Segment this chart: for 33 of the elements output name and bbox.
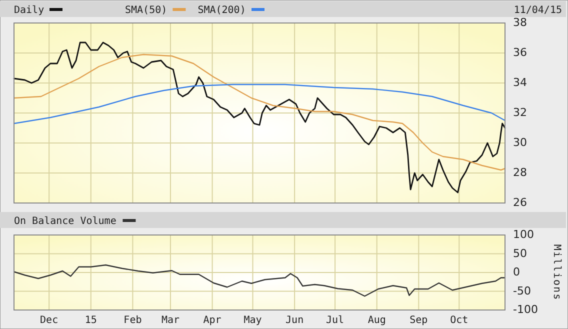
x-tick-label: Sep	[410, 315, 428, 326]
line-series	[13, 264, 506, 297]
x-tick-label: Apr	[203, 315, 222, 326]
y-tick-label: -50	[513, 284, 531, 298]
y-tick-label: 36	[513, 46, 527, 60]
x-tick-label: Aug	[368, 315, 386, 326]
y-tick-label: 50	[513, 246, 527, 260]
line-series	[13, 54, 506, 171]
y-tick-label: 26	[513, 196, 527, 210]
y-tick-label: 38	[513, 16, 527, 30]
y-tick-label: 100	[513, 228, 534, 242]
text: 11/04/15	[514, 5, 562, 16]
x-tick-label: Feb	[124, 315, 142, 326]
line-series	[13, 42, 506, 194]
x-tick-label: 15	[84, 315, 97, 326]
x-tick-label: Oct	[450, 315, 468, 326]
x-tick-label: Jun	[286, 315, 304, 326]
y-tick-label: 28	[513, 166, 527, 180]
legend-label: SMA(200)	[198, 5, 246, 16]
y-tick-label: 30	[513, 136, 527, 150]
x-tick-label: Mar	[161, 315, 180, 326]
y-tick-label: -100	[513, 303, 538, 316]
x-tick-label: May	[244, 315, 262, 326]
x-tick-label: Dec	[40, 315, 58, 326]
y-tick-label: 34	[513, 76, 527, 90]
legend-label: Daily	[14, 5, 44, 16]
y-axis-title: Millions	[551, 244, 562, 301]
line-series	[13, 84, 506, 124]
y-tick-label: 32	[513, 106, 527, 120]
legend-label: On Balance Volume	[14, 216, 116, 227]
x-tick-label: Jul	[326, 315, 344, 326]
y-tick-label: 0	[513, 266, 520, 279]
legend-label: SMA(50)	[125, 5, 168, 16]
